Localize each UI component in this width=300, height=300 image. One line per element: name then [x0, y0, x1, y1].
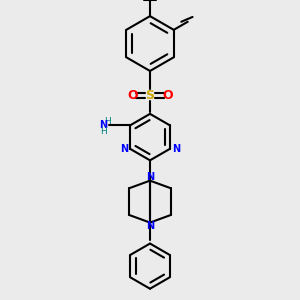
Text: N: N [172, 144, 180, 154]
Text: S: S [146, 89, 154, 102]
Text: N: N [99, 121, 107, 130]
Text: N: N [146, 172, 154, 182]
Text: N: N [146, 221, 154, 231]
Text: O: O [127, 89, 138, 102]
Text: H: H [104, 117, 111, 126]
Text: O: O [162, 89, 173, 102]
Text: H: H [100, 127, 106, 136]
Text: N: N [120, 144, 128, 154]
